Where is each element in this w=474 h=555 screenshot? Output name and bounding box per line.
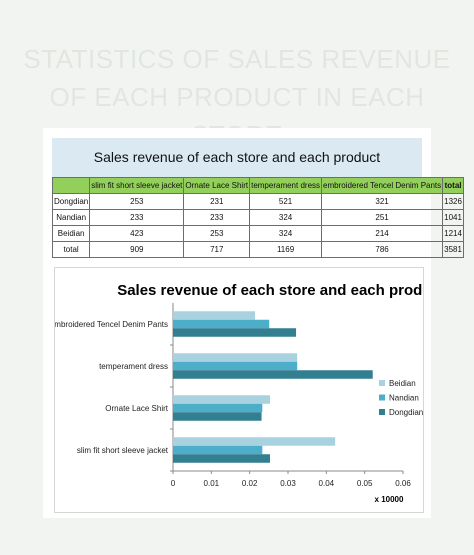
legend-swatch bbox=[379, 409, 385, 415]
table-row: Nandian 233 233 324 251 1041 bbox=[51, 209, 464, 226]
chart-title: Sales revenue of each store and each pro… bbox=[117, 282, 423, 299]
page-heading-line-1: STATISTICS OF SALES REVENUE bbox=[23, 44, 451, 74]
bar-dongdian bbox=[173, 328, 297, 337]
chart-container: Sales revenue of each store and each pro… bbox=[54, 267, 424, 513]
value-cell: 321 bbox=[321, 193, 444, 210]
legend-label: Nandian bbox=[389, 394, 419, 403]
bar-nandian bbox=[173, 361, 298, 371]
row-label-cell: total bbox=[51, 241, 91, 258]
value-cell: 786 bbox=[321, 241, 444, 258]
value-cell: 423 bbox=[89, 225, 185, 242]
x-tick-label: 0.02 bbox=[242, 479, 258, 488]
x-tick-label: 0.03 bbox=[280, 479, 296, 488]
value-cell: 233 bbox=[183, 209, 251, 226]
value-cell: 1169 bbox=[249, 241, 323, 258]
bar-chart: Sales revenue of each store and each pro… bbox=[55, 282, 423, 504]
header-cell: Ornate Lace Shirt bbox=[183, 177, 251, 194]
table-header-row: slim fit short sleeve jacket Ornate Lace … bbox=[51, 177, 464, 194]
bar-dongdian bbox=[173, 370, 373, 379]
value-cell: 909 bbox=[89, 241, 185, 258]
bar-beidian bbox=[173, 353, 298, 362]
legend-label: Dongdian bbox=[389, 408, 423, 417]
value-cell: 3581 bbox=[442, 241, 464, 258]
header-cell bbox=[51, 177, 91, 194]
y-category-label: temperament dress bbox=[99, 362, 168, 371]
bar-nandian bbox=[173, 319, 270, 329]
y-category-label: Embroidered Tencel Denim Pants bbox=[55, 320, 168, 329]
bar-dongdian bbox=[173, 412, 262, 421]
value-cell: 324 bbox=[249, 209, 323, 226]
x-tick-label: 0.04 bbox=[319, 479, 335, 488]
x-tick-label: 0.06 bbox=[395, 479, 411, 488]
x-tick-label: 0.01 bbox=[204, 479, 220, 488]
page-heading: STATISTICS OF SALES REVENUE OF EACH PROD… bbox=[0, 40, 474, 154]
value-cell: 251 bbox=[321, 209, 444, 226]
legend-label: Beidian bbox=[389, 379, 416, 388]
table-row: Beidian 423 253 324 214 1214 bbox=[51, 225, 464, 242]
x-tick-label: 0 bbox=[171, 479, 176, 488]
x-axis-multiplier-label: x 10000 bbox=[375, 495, 404, 504]
bar-dongdian bbox=[173, 454, 270, 463]
value-cell: 717 bbox=[183, 241, 251, 258]
value-cell: 1214 bbox=[442, 225, 464, 242]
value-cell: 253 bbox=[183, 225, 251, 242]
value-cell: 324 bbox=[249, 225, 323, 242]
row-label-cell: Nandian bbox=[51, 209, 91, 226]
x-tick-label: 0.05 bbox=[357, 479, 373, 488]
sales-table: slim fit short sleeve jacket Ornate Lace … bbox=[51, 177, 464, 258]
table-row: total 909 717 1169 786 3581 bbox=[51, 241, 464, 258]
y-category-label: slim fit short sleeve jacket bbox=[77, 446, 169, 455]
value-cell: 1326 bbox=[442, 193, 464, 210]
row-label-cell: Dongdian bbox=[51, 193, 91, 210]
table-title: Sales revenue of each store and each pro… bbox=[52, 138, 422, 177]
value-cell: 253 bbox=[89, 193, 185, 210]
value-cell: 521 bbox=[249, 193, 323, 210]
header-cell: embroidered Tencel Denim Pants bbox=[321, 177, 444, 194]
bar-nandian bbox=[173, 445, 263, 455]
header-cell: slim fit short sleeve jacket bbox=[89, 177, 185, 194]
legend-swatch bbox=[379, 394, 385, 401]
bar-beidian bbox=[173, 395, 270, 404]
value-cell: 231 bbox=[183, 193, 251, 210]
table-row: Dongdian 253 231 521 321 1326 bbox=[51, 193, 464, 210]
value-cell: 1041 bbox=[442, 209, 464, 226]
legend-swatch bbox=[379, 380, 385, 386]
bar-beidian bbox=[173, 437, 336, 446]
bar-nandian bbox=[173, 403, 263, 413]
bar-beidian bbox=[173, 311, 256, 320]
header-cell-total: total bbox=[442, 177, 464, 194]
row-label-cell: Beidian bbox=[51, 225, 91, 242]
value-cell: 214 bbox=[321, 225, 444, 242]
header-cell: temperament dress bbox=[249, 177, 323, 194]
value-cell: 233 bbox=[89, 209, 185, 226]
y-category-label: Ornate Lace Shirt bbox=[105, 404, 168, 413]
